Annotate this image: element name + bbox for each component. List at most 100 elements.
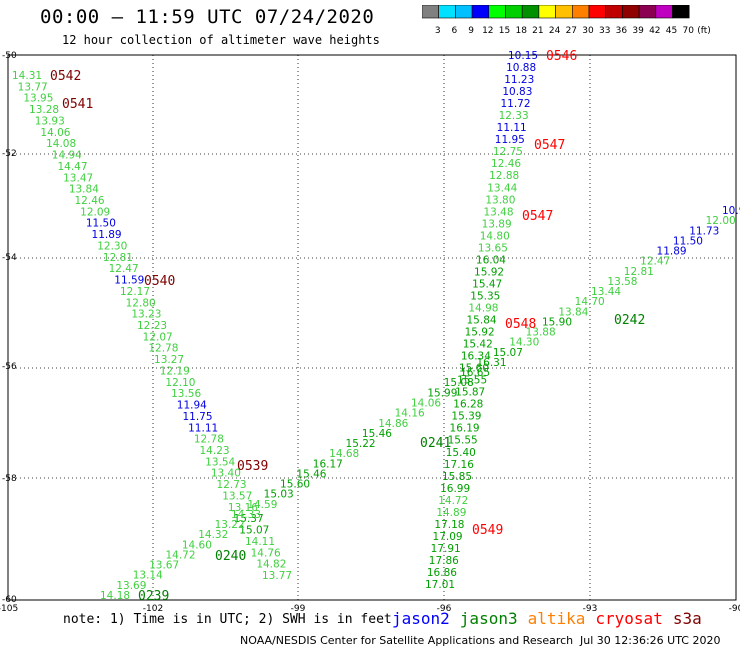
swh-value-track-right: 11.72: [500, 98, 530, 110]
swh-value-track-right: 17.86: [429, 555, 459, 567]
swh-value-track-right: 15.42: [463, 339, 493, 351]
swh-value-track-diagonal: 15.08: [444, 377, 474, 389]
swh-value-track-left: 14.76: [251, 547, 281, 559]
scale-tick-label: 27: [566, 26, 577, 36]
swh-value-track-diagonal: 14.32: [198, 529, 228, 541]
pass-id-label: 0549: [472, 523, 503, 538]
scale-tick-label: 21: [532, 26, 543, 36]
swh-value-track-diagonal: 10.96: [722, 205, 740, 217]
swh-value-track-right: 11.11: [497, 122, 527, 134]
swh-value-track-right: 15.60: [459, 363, 489, 375]
swh-value-track-right: 15.84: [467, 315, 497, 327]
swh-value-track-left: 12.09: [80, 206, 110, 218]
latitude-label: -50: [2, 51, 17, 61]
swh-value-track-right: 17.91: [431, 543, 461, 555]
swh-value-track-left: 13.57: [222, 490, 252, 502]
longitude-label: -102: [143, 604, 163, 612]
swh-value-track-diagonal: 11.73: [689, 225, 719, 237]
map-title: 00:00 – 11:59 UTC 07/24/2020: [40, 6, 375, 28]
swh-value-track-right: 13.48: [483, 206, 513, 218]
swh-value-track-right: 16.04: [476, 254, 506, 266]
swh-value-track-diagonal: 15.90: [542, 316, 572, 328]
swh-value-track-left: 12.46: [75, 195, 105, 207]
swh-value-track-right: 15.55: [457, 375, 487, 387]
swh-value-track-left: 11.59: [114, 275, 144, 287]
pass-id-label: 0539: [237, 459, 268, 474]
swh-value-track-right: 12.33: [499, 110, 529, 122]
scale-tick-label: 45: [666, 26, 677, 36]
swh-value-track-left: 12.17: [120, 286, 150, 298]
swh-value-track-right: 17.01: [425, 579, 455, 591]
swh-value-track-left: 14.82: [256, 559, 286, 571]
swh-value-track-left: 14.47: [57, 161, 87, 173]
swh-value-track-left: 12.19: [160, 365, 190, 377]
swh-value-track-right: 15.92: [465, 327, 495, 339]
swh-value-track-left: 12.23: [137, 320, 167, 332]
wave-height-color-scale: 3 6 9 12 15 18 21 24 27 30 33 36 39 42 45 70 (ft): [422, 5, 711, 36]
pass-id-label: 0546: [546, 49, 577, 64]
swh-value-track-left: 14.31: [12, 70, 42, 82]
scale-tick-label: 42: [649, 26, 660, 36]
swh-value-track-left: 13.84: [69, 184, 99, 196]
swh-value-track-diagonal: 14.16: [395, 408, 425, 420]
swh-value-track-left: 12.30: [97, 240, 127, 252]
swh-value-track-diagonal: 11.50: [673, 235, 703, 247]
swh-value-track-diagonal: 12.47: [640, 256, 670, 268]
scale-tick-label: 39: [632, 26, 644, 36]
swh-value-track-diagonal: 14.86: [378, 418, 408, 430]
swh-value-track-left: 12.78: [194, 434, 224, 446]
swh-value-track-right: 13.80: [485, 194, 515, 206]
swh-value-track-left: 11.11: [188, 422, 218, 434]
credit-line: NOAA/NESDIS Center for Satellite Applica…: [240, 634, 574, 647]
altimeter-map: -105 -102 -99 -96 -93 -90 -50 -52 -54 -56 -58 -60 14…: [0, 49, 740, 612]
swh-value-track-left: 11.94: [177, 400, 207, 412]
swh-value-track-right: 15.92: [474, 266, 504, 278]
swh-value-track-diagonal: 14.33: [231, 509, 261, 521]
swh-value-track-left: 14.08: [46, 138, 76, 150]
swh-value-track-diagonal: 13.44: [591, 286, 621, 298]
swh-value-track-right: 17.09: [433, 531, 463, 543]
scale-tick-label: 24: [549, 26, 561, 36]
scale-tick-label: 30: [582, 26, 594, 36]
swh-value-track-left: 13.28: [29, 104, 59, 116]
swh-value-track-right: 16.28: [453, 399, 483, 411]
swh-value-track-left: 12.10: [165, 377, 195, 389]
swh-value-track-right: 13.89: [482, 218, 512, 230]
swh-value-track-diagonal: 14.60: [182, 539, 212, 551]
pass-id-label: 0239: [138, 589, 169, 604]
swh-value-track-right: 17.18: [434, 519, 464, 531]
units-note: note: 1) Time is in UTC; 2) SWH is in fe…: [63, 612, 392, 627]
swh-value-track-left: 11.50: [86, 218, 116, 230]
swh-value-track-left: 12.80: [126, 297, 156, 309]
pass-id-label: 0240: [215, 549, 246, 564]
swh-value-track-left: 14.23: [200, 445, 230, 457]
scale-tick-label: 6: [452, 26, 458, 36]
satellite-legend-s3a: s3a: [672, 609, 702, 628]
swh-value-track-right: 12.88: [489, 170, 519, 182]
latitude-label: -58: [2, 474, 17, 484]
swh-value-track-right: 15.39: [451, 411, 481, 423]
scale-tick-label: 70: [682, 26, 694, 36]
swh-value-track-left: 12.07: [143, 331, 173, 343]
swh-value-track-left: 13.77: [18, 81, 48, 93]
swh-value-track-left: 13.95: [23, 93, 53, 105]
latitude-label: -52: [2, 149, 17, 159]
satellite-legend-altika: altika: [527, 609, 586, 628]
swh-value-track-left: 13.56: [171, 388, 201, 400]
satellite-legend-jason2: jason2: [392, 609, 450, 628]
swh-value-track-diagonal: 13.14: [133, 570, 163, 582]
swh-value-track-right: 10.83: [502, 86, 532, 98]
swh-value-track-right: 17.16: [444, 459, 474, 471]
scale-swatch: [672, 5, 690, 19]
swh-value-track-right: 10.15: [508, 50, 538, 62]
swh-value-track-diagonal: 15.46: [296, 468, 326, 480]
swh-value-track-left: 15.07: [239, 525, 269, 537]
swh-value-track-left: 12.81: [103, 252, 133, 264]
swh-value-track-right: 15.85: [442, 471, 472, 483]
swh-value-track-right: 16.99: [440, 483, 470, 495]
scale-tick-label: 36: [616, 26, 628, 36]
swh-value-track-right: 12.75: [493, 146, 523, 158]
swh-value-track-left: 13.23: [131, 309, 161, 321]
swh-value-track-diagonal: 14.18: [100, 590, 130, 602]
swh-value-track-left: 13.16: [228, 502, 258, 514]
